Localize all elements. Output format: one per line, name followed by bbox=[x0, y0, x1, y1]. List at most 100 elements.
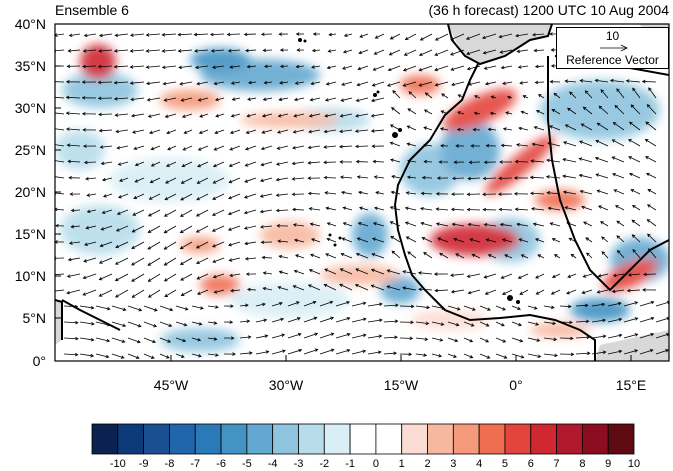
wind-vector-head bbox=[90, 353, 95, 358]
wind-vector-head bbox=[324, 98, 329, 102]
wind-vector-head bbox=[291, 192, 296, 197]
wind-vector-head bbox=[371, 98, 375, 103]
wind-vector-head bbox=[614, 205, 619, 209]
wind-vector-head bbox=[569, 320, 573, 325]
wind-vector bbox=[131, 97, 145, 101]
wind-vector bbox=[503, 128, 513, 131]
wind-vector bbox=[553, 93, 561, 99]
wind-vector-head bbox=[182, 147, 187, 151]
wind-vector bbox=[326, 207, 337, 211]
wind-vector bbox=[335, 301, 350, 307]
wind-vector bbox=[422, 237, 433, 243]
wind-vector-head bbox=[246, 113, 251, 118]
wind-vector bbox=[390, 142, 401, 147]
colorbar-swatch bbox=[530, 423, 557, 455]
wind-vector bbox=[355, 129, 369, 132]
wind-vector-head bbox=[465, 36, 470, 40]
wind-vector-head bbox=[582, 274, 587, 278]
wind-vector-head bbox=[292, 207, 296, 212]
wind-vector bbox=[535, 65, 545, 68]
wind-vector bbox=[244, 193, 257, 199]
wind-vector-head bbox=[244, 241, 249, 246]
wind-vector bbox=[55, 33, 65, 36]
wind-vector bbox=[479, 337, 489, 343]
wind-vector-head bbox=[180, 180, 185, 184]
wind-vector-head bbox=[469, 355, 474, 359]
lon-tick-label: 45°W bbox=[153, 377, 189, 393]
wind-vector-head bbox=[434, 67, 438, 72]
wind-vector bbox=[632, 249, 641, 259]
wind-vector-head bbox=[553, 254, 558, 258]
wind-vector-head bbox=[355, 268, 360, 272]
colorbar-tick-label: 6 bbox=[527, 458, 534, 470]
wind-vector-head bbox=[263, 64, 268, 69]
wind-vector-head bbox=[197, 337, 202, 342]
wind-vector bbox=[79, 337, 94, 341]
wind-vector-head bbox=[161, 49, 166, 53]
wind-vector-head bbox=[483, 222, 488, 227]
wind-vector bbox=[367, 319, 382, 323]
wind-vector bbox=[329, 33, 337, 36]
wind-vector bbox=[292, 161, 305, 165]
wind-vector-head bbox=[82, 292, 87, 296]
wind-vector-head bbox=[402, 286, 406, 290]
wind-vector-head bbox=[259, 194, 264, 198]
wind-vector-head bbox=[307, 145, 312, 150]
wind-vector bbox=[655, 317, 669, 323]
wind-vector bbox=[319, 333, 334, 339]
wind-vector-head bbox=[122, 323, 127, 328]
wind-vector bbox=[260, 209, 273, 213]
wind-vector bbox=[63, 337, 79, 340]
wind-vector bbox=[551, 289, 561, 295]
wind-vector-head bbox=[195, 213, 200, 217]
wind-vector-head bbox=[90, 337, 95, 342]
wind-vector bbox=[387, 286, 401, 291]
wind-vector-head bbox=[74, 352, 79, 357]
colorbar-swatch bbox=[272, 423, 299, 455]
wind-vector-head bbox=[362, 317, 367, 322]
wind-vector-head bbox=[214, 97, 219, 102]
wind-vector-head bbox=[116, 211, 121, 215]
wind-vector bbox=[535, 238, 545, 243]
wind-vector-head bbox=[522, 95, 527, 99]
wind-vector bbox=[463, 321, 474, 327]
wind-vector bbox=[645, 121, 657, 131]
wind-vector-head bbox=[439, 338, 444, 342]
wind-vector bbox=[500, 223, 513, 227]
wind-vector bbox=[87, 193, 97, 196]
wind-vector bbox=[111, 337, 125, 343]
wind-vector bbox=[309, 113, 321, 117]
wind-vector-head bbox=[440, 110, 445, 114]
wind-vector bbox=[424, 109, 433, 115]
wind-vector-head bbox=[418, 83, 423, 87]
wind-vector bbox=[469, 238, 481, 243]
wind-vector bbox=[495, 353, 507, 359]
wind-vector bbox=[214, 289, 225, 293]
wind-vector bbox=[499, 208, 513, 211]
wind-vector bbox=[116, 129, 129, 133]
wind-vector-head bbox=[228, 195, 232, 200]
wind-vector bbox=[533, 223, 545, 227]
wind-vector-head bbox=[293, 97, 298, 102]
wind-vector-head bbox=[388, 52, 393, 56]
wind-vector bbox=[143, 321, 157, 327]
wind-vector-head bbox=[518, 322, 522, 327]
wind-vector bbox=[499, 33, 513, 38]
wind-vector bbox=[431, 321, 444, 326]
wind-vector bbox=[324, 145, 337, 148]
wind-vector bbox=[324, 268, 337, 275]
wind-vector-head bbox=[195, 245, 200, 249]
wind-vector-head bbox=[210, 49, 215, 53]
wind-vector bbox=[178, 33, 193, 36]
reference-vector-legend: 10 Reference Vector bbox=[556, 27, 669, 69]
wind-vector-head bbox=[537, 254, 542, 258]
wind-vector bbox=[55, 128, 65, 131]
wind-vector bbox=[415, 305, 430, 309]
lat-tick-label: 10°N bbox=[14, 268, 46, 284]
wind-vector bbox=[55, 208, 65, 211]
wind-vector bbox=[419, 49, 433, 56]
wind-vector bbox=[214, 145, 225, 151]
wind-vector-head bbox=[291, 161, 296, 166]
wind-vector-head bbox=[115, 294, 119, 298]
wind-vector bbox=[479, 321, 489, 327]
